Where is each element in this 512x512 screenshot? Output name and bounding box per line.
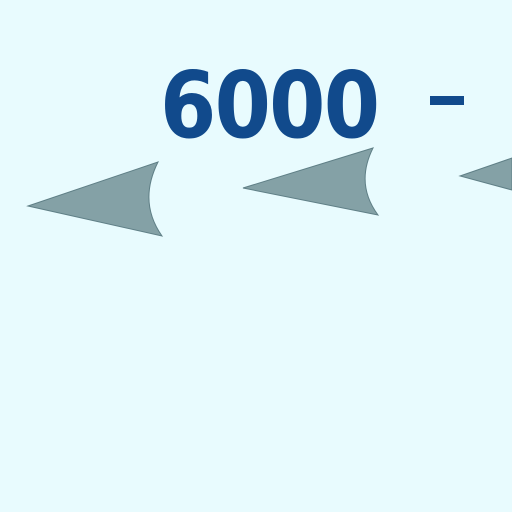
arrowhead-left-icon — [458, 157, 512, 191]
arrowhead-left-icon — [26, 161, 164, 237]
arrowhead-left-icon — [242, 147, 380, 216]
contour-label: 6000 — [160, 52, 380, 159]
contour-dash — [430, 96, 464, 105]
